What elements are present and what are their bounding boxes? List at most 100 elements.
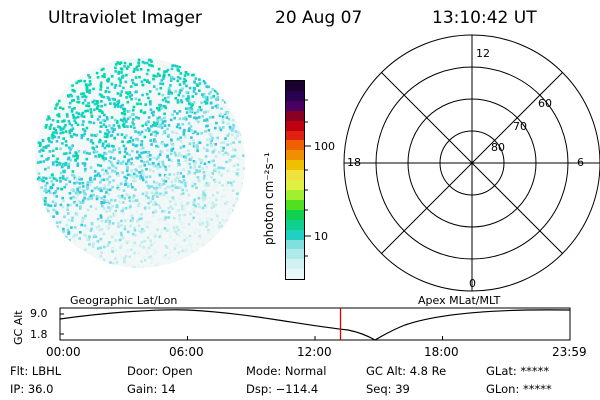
image-pixel bbox=[44, 146, 48, 149]
image-pixel bbox=[129, 224, 132, 228]
image-pixel bbox=[197, 212, 200, 216]
image-pixel bbox=[183, 77, 186, 81]
image-pixel bbox=[155, 157, 159, 161]
image-pixel bbox=[192, 90, 196, 93]
image-pixel bbox=[166, 154, 169, 158]
image-pixel bbox=[98, 93, 102, 96]
image-pixel bbox=[106, 117, 109, 121]
image-pixel bbox=[232, 164, 236, 167]
image-pixel bbox=[113, 104, 117, 107]
image-pixel bbox=[211, 136, 214, 140]
image-pixel bbox=[161, 120, 165, 123]
image-pixel bbox=[164, 253, 167, 257]
color-bar bbox=[285, 80, 305, 280]
image-pixel bbox=[74, 151, 77, 154]
image-pixel bbox=[77, 112, 81, 115]
image-pixel bbox=[42, 179, 46, 183]
image-pixel bbox=[53, 194, 56, 197]
image-pixel bbox=[182, 179, 186, 182]
image-pixel bbox=[107, 206, 110, 209]
image-pixel bbox=[101, 204, 104, 208]
image-pixel bbox=[83, 164, 87, 167]
image-pixel bbox=[192, 138, 195, 142]
image-pixel bbox=[107, 243, 110, 246]
image-pixel bbox=[130, 97, 133, 101]
image-pixel bbox=[226, 169, 230, 173]
image-pixel bbox=[233, 148, 237, 152]
image-pixel bbox=[84, 214, 87, 218]
image-pixel bbox=[169, 235, 172, 238]
image-pixel bbox=[61, 196, 64, 200]
image-pixel bbox=[119, 78, 122, 82]
image-pixel bbox=[147, 196, 150, 200]
image-pixel bbox=[56, 125, 60, 128]
image-pixel bbox=[159, 124, 163, 128]
image-pixel bbox=[191, 109, 194, 112]
image-pixel bbox=[52, 163, 55, 166]
image-pixel bbox=[71, 113, 75, 117]
image-pixel bbox=[192, 201, 195, 204]
image-pixel bbox=[84, 167, 87, 171]
image-pixel bbox=[182, 133, 186, 136]
image-pixel bbox=[55, 104, 58, 107]
image-pixel bbox=[222, 219, 226, 223]
image-pixel bbox=[216, 106, 219, 109]
image-pixel bbox=[75, 190, 79, 194]
image-pixel bbox=[156, 119, 160, 122]
image-pixel bbox=[163, 73, 166, 76]
image-pixel bbox=[216, 214, 219, 218]
image-pixel bbox=[198, 105, 202, 109]
image-pixel bbox=[198, 78, 201, 81]
image-pixel bbox=[214, 89, 217, 92]
image-pixel bbox=[118, 84, 122, 87]
image-pixel bbox=[99, 216, 103, 219]
image-pixel bbox=[38, 144, 42, 147]
image-pixel bbox=[170, 159, 173, 163]
image-pixel bbox=[149, 100, 152, 103]
image-pixel bbox=[230, 155, 234, 158]
colorbar-segment bbox=[286, 100, 304, 111]
image-pixel bbox=[120, 224, 123, 227]
image-pixel bbox=[190, 219, 194, 223]
image-pixel bbox=[74, 154, 77, 158]
image-pixel bbox=[76, 95, 80, 99]
image-pixel bbox=[204, 184, 208, 187]
image-pixel bbox=[114, 66, 117, 70]
image-pixel bbox=[93, 149, 97, 153]
image-pixel bbox=[55, 221, 59, 224]
image-pixel bbox=[218, 225, 221, 229]
image-pixel bbox=[142, 151, 146, 154]
image-pixel bbox=[143, 135, 147, 139]
image-pixel bbox=[154, 164, 157, 168]
image-pixel bbox=[62, 227, 65, 231]
image-pixel bbox=[231, 129, 234, 132]
image-pixel bbox=[209, 102, 213, 105]
image-pixel bbox=[145, 72, 149, 76]
image-pixel bbox=[61, 142, 64, 145]
image-pixel bbox=[180, 180, 184, 184]
image-pixel bbox=[62, 230, 65, 233]
image-pixel bbox=[73, 181, 76, 185]
image-pixel bbox=[151, 197, 155, 201]
image-pixel bbox=[181, 123, 184, 126]
image-pixel bbox=[185, 91, 189, 94]
image-pixel bbox=[156, 167, 159, 170]
image-pixel bbox=[193, 87, 196, 91]
image-pixel bbox=[211, 115, 215, 119]
image-pixel bbox=[113, 105, 117, 109]
image-pixel bbox=[214, 183, 218, 187]
image-pixel bbox=[66, 206, 70, 209]
image-pixel bbox=[152, 164, 155, 168]
image-pixel bbox=[78, 191, 82, 194]
image-pixel bbox=[129, 62, 132, 66]
image-pixel bbox=[62, 199, 65, 203]
image-pixel bbox=[189, 166, 192, 169]
image-pixel bbox=[166, 149, 169, 152]
image-pixel bbox=[153, 200, 157, 204]
image-pixel bbox=[87, 181, 91, 184]
image-pixel bbox=[222, 167, 225, 170]
image-pixel bbox=[147, 96, 150, 100]
image-pixel bbox=[192, 101, 196, 104]
image-pixel bbox=[137, 61, 140, 65]
